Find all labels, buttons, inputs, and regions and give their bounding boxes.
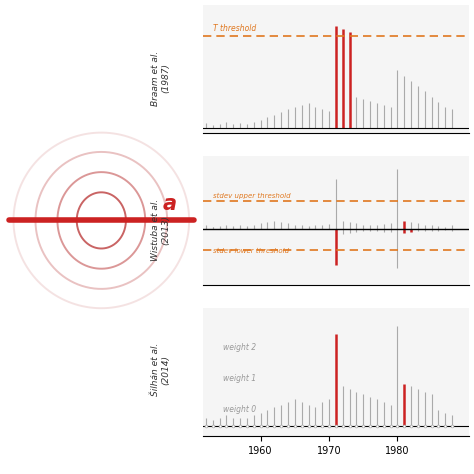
Text: weight 2: weight 2 [223,343,256,352]
Text: weight 1: weight 1 [223,374,256,383]
Text: stdev lower threshold: stdev lower threshold [213,248,289,255]
Text: a: a [163,194,177,214]
Text: T threshold: T threshold [213,24,256,33]
Text: weight 0: weight 0 [223,405,256,414]
Text: Wistuba et al.
(2013): Wistuba et al. (2013) [151,199,170,261]
Text: Šilhán et al.
(2014): Šilhán et al. (2014) [151,343,170,396]
Text: Braam et al.
(1987): Braam et al. (1987) [151,51,170,106]
Text: stdev upper threshold: stdev upper threshold [213,193,291,200]
